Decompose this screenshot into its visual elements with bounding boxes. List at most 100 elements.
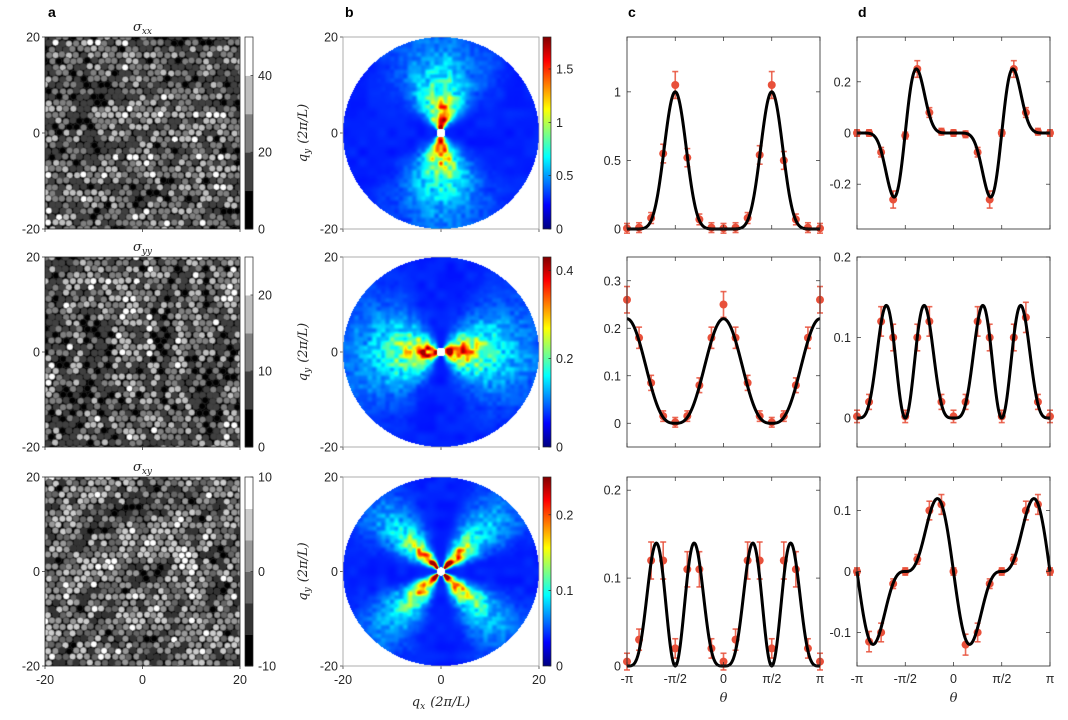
stress-field-image	[45, 37, 240, 229]
q-units: (2π/L)	[296, 542, 311, 582]
q-subscript: y	[303, 586, 313, 593]
y-tick-label: 0.1	[834, 331, 851, 345]
axes-frame	[626, 476, 821, 667]
q-subscript: x	[420, 702, 425, 712]
colorbar-level	[245, 152, 253, 192]
panel-title: σxy	[133, 460, 153, 477]
colorbar-frame	[542, 476, 552, 667]
x-axis-label: qx (2π/L)	[412, 695, 470, 712]
colorbar-tick-label: 1	[556, 116, 563, 130]
panel-label-d: d	[858, 4, 867, 20]
y-axis-label: qy (2π/L)	[296, 323, 313, 381]
y-tick-label: 0	[33, 565, 40, 579]
panel-a3: -10 0 10 σxy -20 0 20 -20 0 20	[22, 460, 276, 687]
data-point	[671, 644, 680, 653]
fit-curve	[626, 317, 821, 425]
q-symbol: q	[412, 695, 420, 710]
panel-c2: 0 0.1 0.2 0.3	[604, 256, 824, 448]
fit-curve	[855, 497, 1052, 646]
panel-title: σyy	[133, 240, 153, 257]
axes-frame	[856, 476, 1051, 667]
y-tick-label: 0	[331, 565, 338, 579]
y-tick-label: -20	[320, 223, 338, 237]
colorbar-level	[245, 477, 253, 509]
fit-curve	[627, 90, 820, 231]
y-tick-label: -20	[320, 441, 338, 455]
panel-c3: 0 0.1 0.2 -π -π/2 0 π/2 π θ	[604, 476, 825, 706]
colorbar-level	[245, 75, 253, 115]
fourier-spectrum-image	[343, 257, 539, 447]
y-tick-label: 0.2	[834, 251, 851, 265]
title-subscript: xx	[142, 27, 152, 37]
y-tick-label: 1	[614, 85, 621, 99]
y-tick-label: 20	[324, 471, 338, 485]
y-axis-label: qy (2π/L)	[296, 542, 313, 600]
colorbar: 0 0.2 0.4	[542, 256, 573, 455]
y-tick-label: 0	[331, 346, 338, 360]
x-tick-label: -π	[621, 672, 634, 686]
x-axis-label: θ	[950, 691, 958, 706]
y-tick-label: 0	[844, 565, 851, 579]
colorbar-level	[245, 190, 253, 230]
colorbar-tick-label: 0	[556, 660, 563, 674]
axes-frame	[342, 36, 540, 230]
colorbar-level	[245, 113, 253, 153]
panel-d1: -0.2 0 0.2	[829, 36, 1054, 230]
colorbar-tick-label: 10	[258, 365, 272, 379]
axes-frame	[342, 476, 540, 667]
q-units: (2π/L)	[430, 695, 470, 710]
y-tick-label: 0	[614, 417, 621, 431]
axes-frame	[856, 36, 1051, 230]
fourier-spectrum-image	[343, 37, 539, 229]
y-tick-label: 0.1	[834, 504, 851, 518]
x-tick-label: -20	[334, 673, 352, 687]
colorbar-tick-label: 0.5	[556, 169, 573, 183]
axes-frame	[856, 256, 1051, 448]
q-symbol: q	[296, 592, 311, 600]
q-symbol: q	[296, 154, 311, 162]
colorbar-tick-label: 20	[258, 146, 272, 160]
title-subscript: yy	[141, 247, 153, 257]
y-tick-label: 0	[844, 412, 851, 426]
y-tick-label: 20	[26, 251, 40, 265]
panel-label-c: c	[628, 4, 636, 20]
y-tick-label: 0	[844, 127, 851, 141]
data-points	[623, 541, 824, 671]
panel-a2: 0 10 20 σyy -20 0 20	[22, 240, 272, 455]
colorbar-tick-label: 0.4	[556, 264, 573, 278]
colorbar-tick-label: 20	[258, 289, 272, 303]
colorbar-tick-label: 0.2	[556, 352, 573, 366]
q-units: (2π/L)	[296, 104, 311, 144]
colorbar-level	[245, 540, 253, 572]
fit-curve	[857, 303, 1050, 420]
colorbar-level	[245, 508, 253, 541]
x-tick-label: π/2	[992, 672, 1011, 686]
x-tick-label: 0	[438, 673, 445, 687]
axes-frame	[44, 476, 241, 667]
title-symbol: σ	[133, 460, 143, 475]
colorbar-level	[245, 333, 253, 372]
colorbar: 0 10 20	[244, 256, 272, 455]
fit-curve	[857, 67, 1050, 199]
data-point	[767, 644, 776, 653]
x-axis-label: θ	[720, 691, 728, 706]
y-tick-label: 20	[26, 31, 40, 45]
q-subscript: y	[303, 148, 313, 155]
q-units: (2π/L)	[296, 323, 311, 363]
y-tick-label: -20	[22, 660, 40, 674]
colorbar-frame	[542, 256, 552, 448]
panel-b1: 0 0.5 1 1.5 qy (2π/L) -20 0 20	[296, 31, 573, 237]
panel-c1: 00.51	[604, 36, 824, 237]
colorbar-tick-label: 0	[556, 441, 563, 455]
x-tick-label: 0	[139, 673, 146, 687]
axes-frame	[342, 256, 540, 448]
colorbar-tick-label: 10	[258, 471, 272, 485]
fit-curve	[627, 541, 820, 668]
x-tick-label: 0	[720, 672, 727, 686]
x-tick-label: π/2	[762, 672, 781, 686]
panel-title: σxx	[133, 20, 152, 37]
colorbar-gradient	[543, 37, 551, 229]
q-subscript: y	[303, 367, 313, 374]
colorbar-tick-label: 0.2	[556, 508, 573, 522]
